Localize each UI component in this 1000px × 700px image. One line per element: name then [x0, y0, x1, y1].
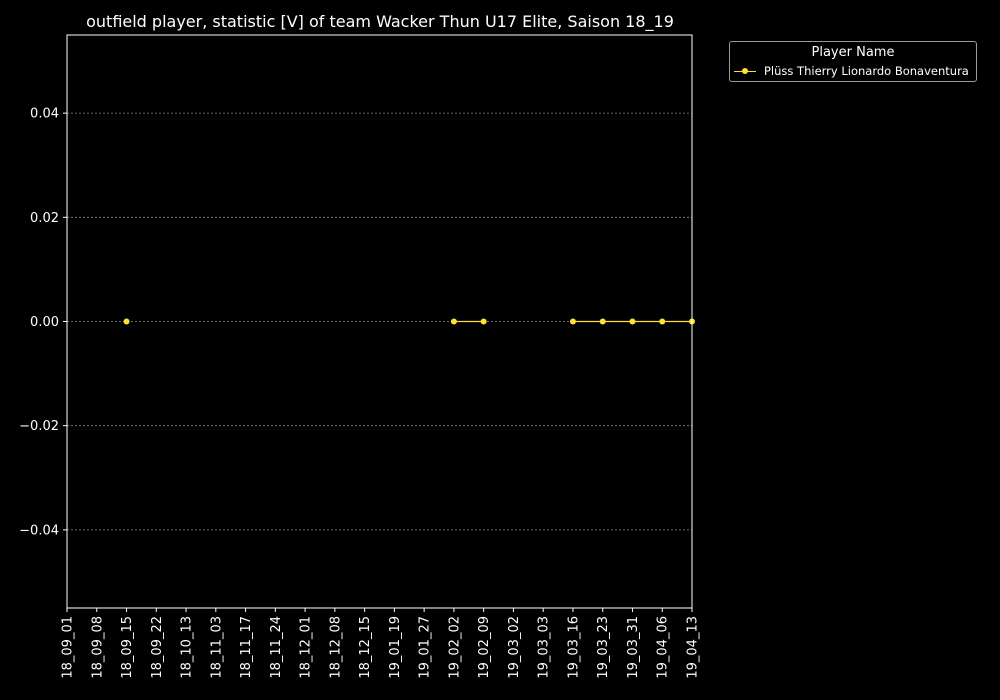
y-tick-label: −0.04 [19, 523, 59, 538]
x-tick-label: 18_09_01 [61, 616, 76, 679]
x-tick-label: 18_11_24 [269, 616, 284, 679]
chart-title: outfield player, statistic [V] of team W… [86, 12, 674, 32]
x-tick-label: 18_11_03 [209, 616, 224, 679]
x-tick-label: 19_02_02 [447, 616, 462, 679]
y-tick-label: 0.02 [30, 211, 59, 226]
x-tick-label: 18_12_15 [358, 616, 373, 679]
y-tick-label: 0.00 [30, 315, 59, 330]
x-tick-label: 19_03_03 [537, 616, 552, 679]
data-point [659, 318, 666, 325]
legend-label: Plüss Thierry Lionardo Bonaventura [764, 64, 969, 78]
x-axis: 18_09_01 18_09_08 18_09_15 18_09_22 18_10_13… [61, 608, 701, 679]
legend-title: Player Name [811, 45, 895, 60]
y-tick-label: −0.02 [19, 419, 59, 434]
x-tick-label: 18_12_01 [299, 616, 314, 679]
data-point [123, 318, 130, 325]
x-tick-label: 19_04_13 [686, 616, 701, 679]
x-tick-label: 18_11_17 [239, 616, 254, 679]
x-tick-label: 18_09_22 [150, 616, 165, 679]
y-axis: −0.04 −0.02 0.00 0.02 0.04 [19, 107, 67, 538]
data-point [569, 318, 576, 325]
x-tick-label: 19_03_16 [566, 616, 581, 679]
grid-lines [67, 112, 692, 531]
x-tick-label: 19_03_23 [596, 616, 611, 679]
x-tick-label: 18_12_08 [328, 616, 343, 679]
x-tick-label: 19_01_27 [418, 616, 433, 679]
x-tick-label: 19_01_19 [388, 616, 403, 679]
data-point [599, 318, 606, 325]
x-tick-label: 19_03_02 [507, 616, 522, 679]
data-point [629, 318, 636, 325]
data-point [480, 318, 487, 325]
x-tick-label: 19_02_09 [477, 616, 492, 679]
data-point [450, 318, 457, 325]
y-tick-label: 0.04 [30, 107, 59, 122]
legend: Player Name Plüss Thierry Lionardo Bonav… [729, 41, 977, 82]
x-tick-label: 19_03_31 [626, 616, 641, 679]
x-tick-label: 19_04_06 [656, 616, 671, 679]
series-layer [123, 318, 695, 325]
legend-line-marker-icon [734, 64, 756, 78]
x-tick-label: 18_09_08 [90, 616, 105, 679]
x-tick-label: 18_09_15 [120, 616, 135, 679]
legend-entry: Plüss Thierry Lionardo Bonaventura [734, 64, 969, 78]
x-tick-label: 18_10_13 [180, 616, 195, 679]
